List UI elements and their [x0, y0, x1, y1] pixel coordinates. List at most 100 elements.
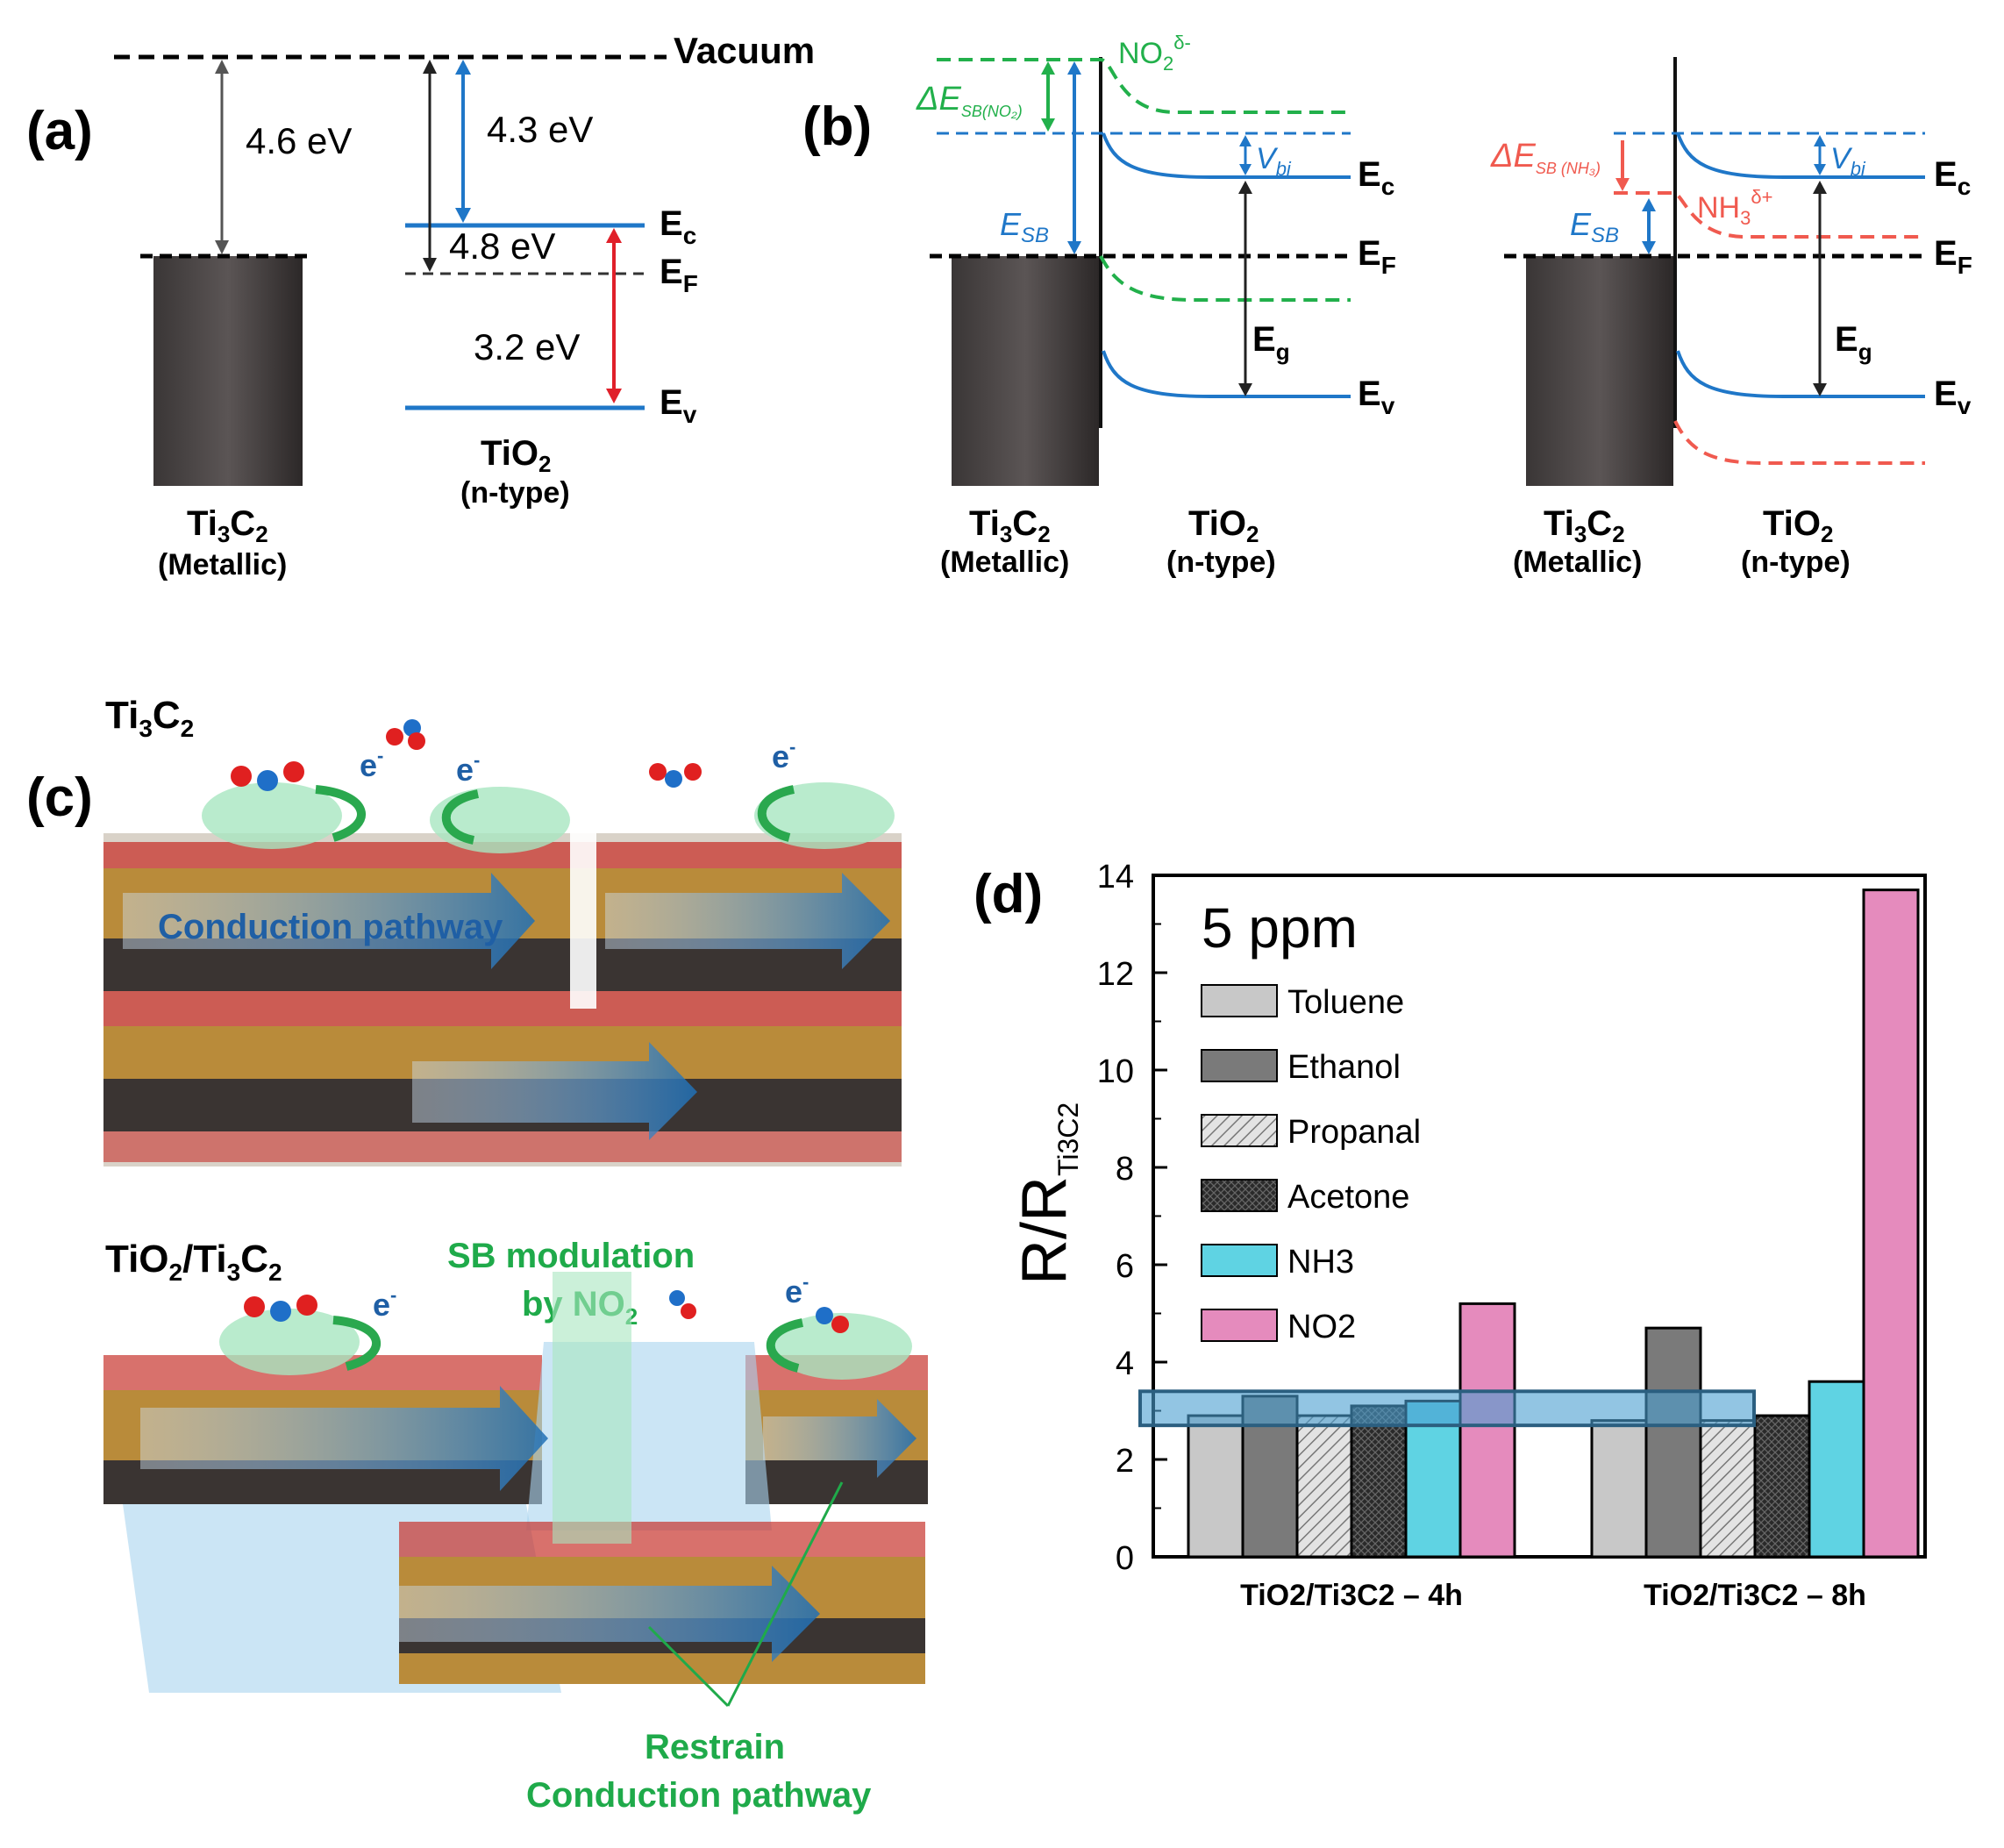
ev-bend-b2 [1676, 350, 1925, 398]
electron-label-3: e- [772, 736, 795, 774]
metal-name-b2: Ti3C2 [1544, 504, 1625, 547]
legend-label: NH3 [1287, 1244, 1354, 1281]
delta-esb-nh3: ΔESB (NH₃) [1490, 138, 1601, 177]
legend-label: Ethanol [1287, 1049, 1401, 1086]
ec-label-b1: Ec [1358, 155, 1394, 200]
sb-modulation-label: SB modulation [447, 1237, 695, 1275]
semi-type-a: (n-type) [460, 476, 570, 510]
panel-b: (b) NO2δ- ΔESB(NO₂) ESB Vbi Eg Ec [802, 32, 1972, 579]
x-tick-label: TiO2/Ti3C2 – 4h [1240, 1579, 1463, 1612]
bar-chart: 0 2 4 6 8 10 12 14 R/RTi3C2 TiO2/Ti3C2 – 4h TiO2/T… [1009, 859, 1927, 1612]
panel-c-title-bottom: TiO2/Ti3C2 [105, 1238, 282, 1286]
bar-no2 [1862, 888, 1920, 1559]
bar-propanal [1699, 1419, 1757, 1559]
band-diagram-no2: NO2δ- ΔESB(NO₂) ESB Vbi Eg Ec EF Ev Ti3C… [916, 32, 1396, 579]
electron-label-2: e- [456, 749, 480, 788]
semi-name-a: TiO2 [481, 434, 551, 477]
bar-toluene [1187, 1414, 1244, 1559]
metal-block-b2 [1526, 256, 1673, 486]
ef-label-b1: EF [1358, 234, 1396, 279]
legend-swatch [1201, 1309, 1278, 1342]
tio2-ea-value: 4.3 eV [487, 109, 593, 150]
bar-nh3 [1808, 1380, 1865, 1559]
y-axis-label: R/RTi3C2 [1009, 1102, 1084, 1285]
conduction-arrow-2 [605, 873, 890, 969]
esb-label-b2: ESB [1570, 206, 1619, 247]
bar-acetone [1350, 1404, 1408, 1559]
restrain-label-2: Conduction pathway [526, 1776, 872, 1815]
panel-d: (d) 0 2 4 6 8 10 12 14 R/RTi3C2 TiO2/Ti3C2 – 4h Ti… [973, 859, 1927, 1612]
y-tick-label: 14 [1097, 859, 1134, 895]
panel-label-d: (d) [973, 864, 1043, 924]
layered-structure-top: Conduction pathway e- e- e- [103, 719, 902, 1167]
ev-label-b2: Ev [1934, 375, 1972, 419]
x-tick-label: TiO2/Ti3C2 – 8h [1644, 1579, 1866, 1612]
legend-swatch [1201, 1244, 1278, 1277]
conduction-arrow-4 [140, 1386, 548, 1491]
semi-type-b2: (n-type) [1741, 546, 1851, 579]
highlight-band [1138, 1389, 1756, 1428]
ev-bend-b1 [1102, 350, 1351, 398]
conduction-arrow-1 [123, 873, 535, 969]
legend-swatch [1201, 1114, 1278, 1147]
no2-species-label: NO2δ- [1118, 32, 1191, 75]
y-tick-label: 2 [1116, 1443, 1134, 1480]
y-tick-label: 6 [1116, 1248, 1134, 1285]
tio2-wf-value: 4.8 eV [449, 225, 555, 267]
conduction-arrow-5 [763, 1399, 916, 1478]
legend-label: NO2 [1287, 1309, 1356, 1345]
chart-title: 5 ppm [1202, 896, 1358, 960]
semi-type-b1: (n-type) [1166, 546, 1276, 579]
legend-label: Propanal [1287, 1114, 1421, 1151]
metal-name-b1: Ti3C2 [969, 504, 1051, 547]
ec-bend-b2 [1676, 132, 1925, 179]
ec-label-a: Ec [660, 204, 696, 249]
conduction-pathway-label: Conduction pathway [158, 908, 503, 946]
vbi-label-b2: Vbi [1830, 142, 1866, 180]
ef-label-a: EF [660, 253, 698, 297]
vacuum-label: Vacuum [674, 30, 815, 71]
electron-label-4: e- [373, 1284, 396, 1323]
ev-label-b1: Ev [1358, 375, 1395, 419]
conduction-arrow-3 [412, 1042, 697, 1140]
panel-label-b: (b) [802, 96, 872, 157]
metal-type-b1: (Metallic) [940, 546, 1069, 579]
band-diagram-nh3: ΔESB (NH₃) NH3δ+ ESB Vbi Eg Ec EF Ev Ti3… [1490, 57, 1972, 579]
esb-label-b1: ESB [1000, 206, 1049, 247]
electron-label-5: e- [785, 1271, 809, 1309]
bar-propanal [1295, 1414, 1353, 1559]
metal-block-a [153, 256, 303, 486]
panel-c-title-top: Ti3C2 [105, 694, 194, 742]
restrain-label-1: Restrain [645, 1728, 785, 1766]
panel-a: (a) Vacuum 4.6 eV 4.3 eV 4.8 eV 3.2 eV E… [26, 30, 815, 582]
electron-label-1: e- [360, 745, 383, 783]
panel-c: (c) Ti3C2 Conduction pathway e- e- e- [26, 694, 928, 1815]
eg-label-b1: Eg [1252, 320, 1290, 365]
y-tick-label: 8 [1116, 1151, 1134, 1188]
metal-type-b2: (Metallic) [1513, 546, 1642, 579]
legend-label: Toluene [1287, 984, 1404, 1021]
y-tick-label: 12 [1097, 956, 1134, 993]
ef-label-b2: EF [1934, 234, 1972, 279]
bar-acetone [1753, 1414, 1811, 1559]
legend-label: Acetone [1287, 1179, 1409, 1216]
delta-esb-no2: ΔESB(NO₂) [916, 81, 1023, 120]
band-gap-value: 3.2 eV [474, 326, 580, 367]
legend-swatch [1201, 984, 1278, 1017]
ec-bend-b1 [1102, 132, 1351, 179]
metal-block-b1 [952, 256, 1099, 486]
metal-name-a: Ti3C2 [187, 504, 268, 547]
y-tick-label: 0 [1116, 1540, 1134, 1577]
legend-swatch [1201, 1049, 1278, 1082]
metal-wf-value: 4.6 eV [246, 120, 352, 161]
bar-toluene [1590, 1419, 1648, 1559]
panel-label-c: (c) [26, 767, 93, 828]
ev-label-a: Ev [660, 383, 697, 428]
semi-name-b2: TiO2 [1763, 504, 1833, 547]
bar-ethanol [1644, 1326, 1702, 1559]
vbi-label-b1: Vbi [1256, 142, 1292, 180]
bar-no2 [1458, 1302, 1516, 1559]
nh3-species-label: NH3δ+ [1697, 186, 1772, 229]
semi-name-b1: TiO2 [1188, 504, 1259, 547]
